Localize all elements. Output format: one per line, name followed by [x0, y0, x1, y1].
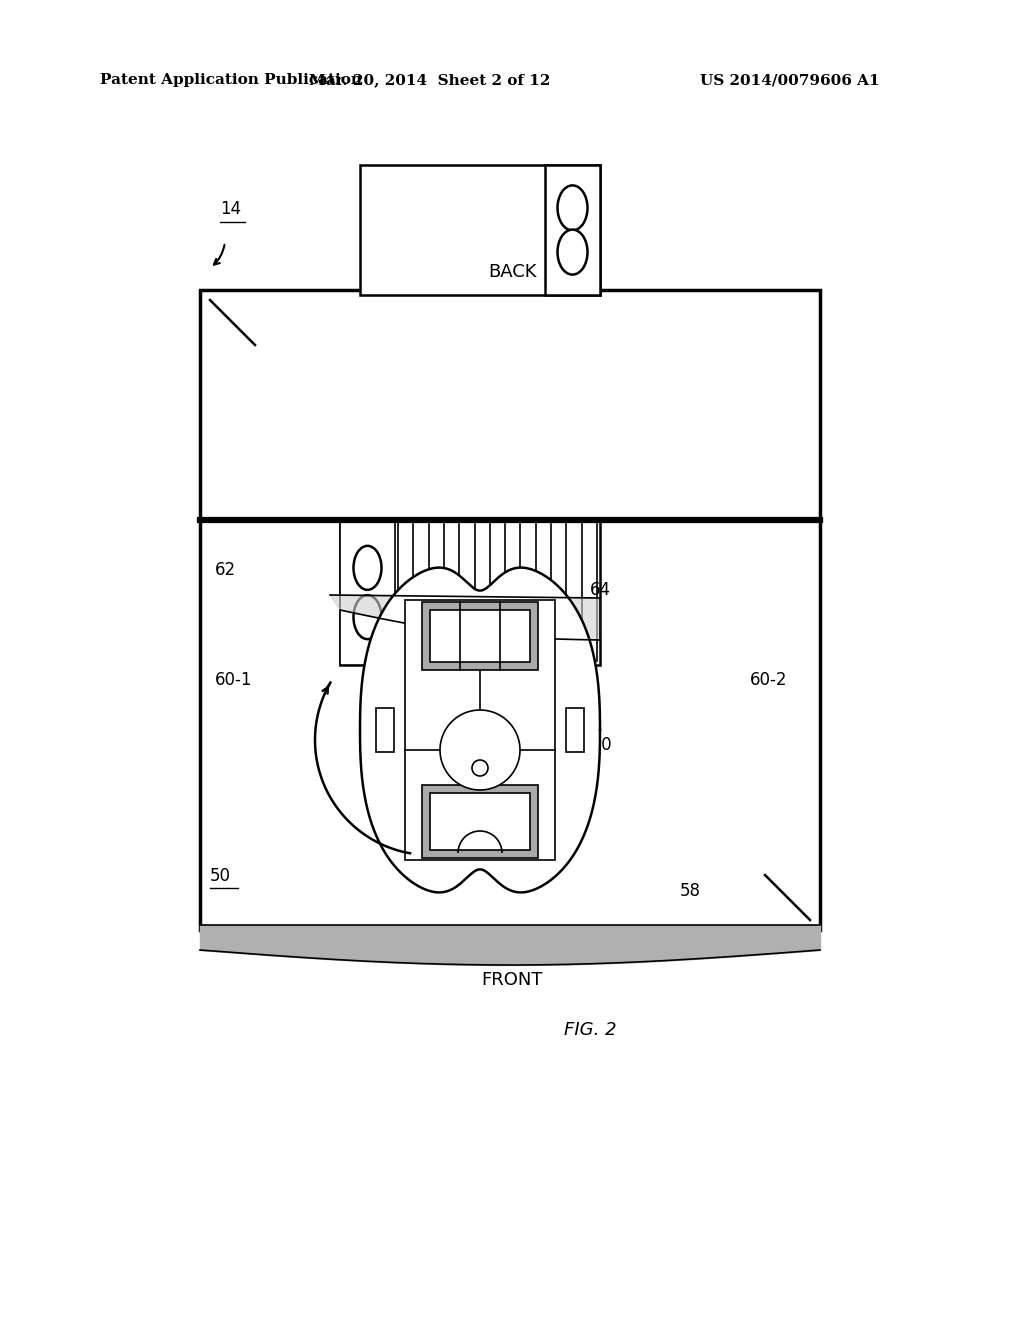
Ellipse shape [353, 595, 382, 639]
Bar [430, 610, 530, 663]
Text: 14: 14 [220, 201, 241, 218]
Bar [360, 165, 600, 294]
Circle shape [440, 710, 520, 789]
Bar [376, 708, 393, 752]
Bar [545, 165, 600, 294]
Text: US 2014/0079606 A1: US 2014/0079606 A1 [700, 73, 880, 87]
Bar [406, 601, 555, 861]
Ellipse shape [557, 185, 588, 231]
Ellipse shape [353, 546, 382, 590]
Bar [200, 290, 820, 931]
Text: Mar. 20, 2014  Sheet 2 of 12: Mar. 20, 2014 Sheet 2 of 12 [309, 73, 551, 87]
Text: 62: 62 [215, 561, 237, 579]
Text: BACK: BACK [487, 263, 537, 281]
Bar [340, 520, 600, 665]
Circle shape [472, 760, 488, 776]
Text: 50: 50 [210, 867, 231, 884]
Text: 100: 100 [580, 737, 611, 754]
Text: 60-2: 60-2 [750, 671, 787, 689]
Bar [340, 520, 395, 665]
Ellipse shape [557, 230, 588, 275]
Text: 64: 64 [590, 581, 611, 599]
Bar [422, 785, 538, 858]
Text: 66: 66 [440, 631, 461, 649]
Polygon shape [360, 568, 600, 892]
Bar [422, 602, 538, 671]
Text: 60-1: 60-1 [215, 671, 253, 689]
Text: Patent Application Publication: Patent Application Publication [100, 73, 362, 87]
Bar [430, 793, 530, 850]
Text: FIG. 2: FIG. 2 [563, 1020, 616, 1039]
Polygon shape [330, 595, 600, 640]
Text: 58: 58 [680, 882, 701, 900]
Bar [566, 708, 585, 752]
Text: FRONT: FRONT [481, 972, 543, 989]
